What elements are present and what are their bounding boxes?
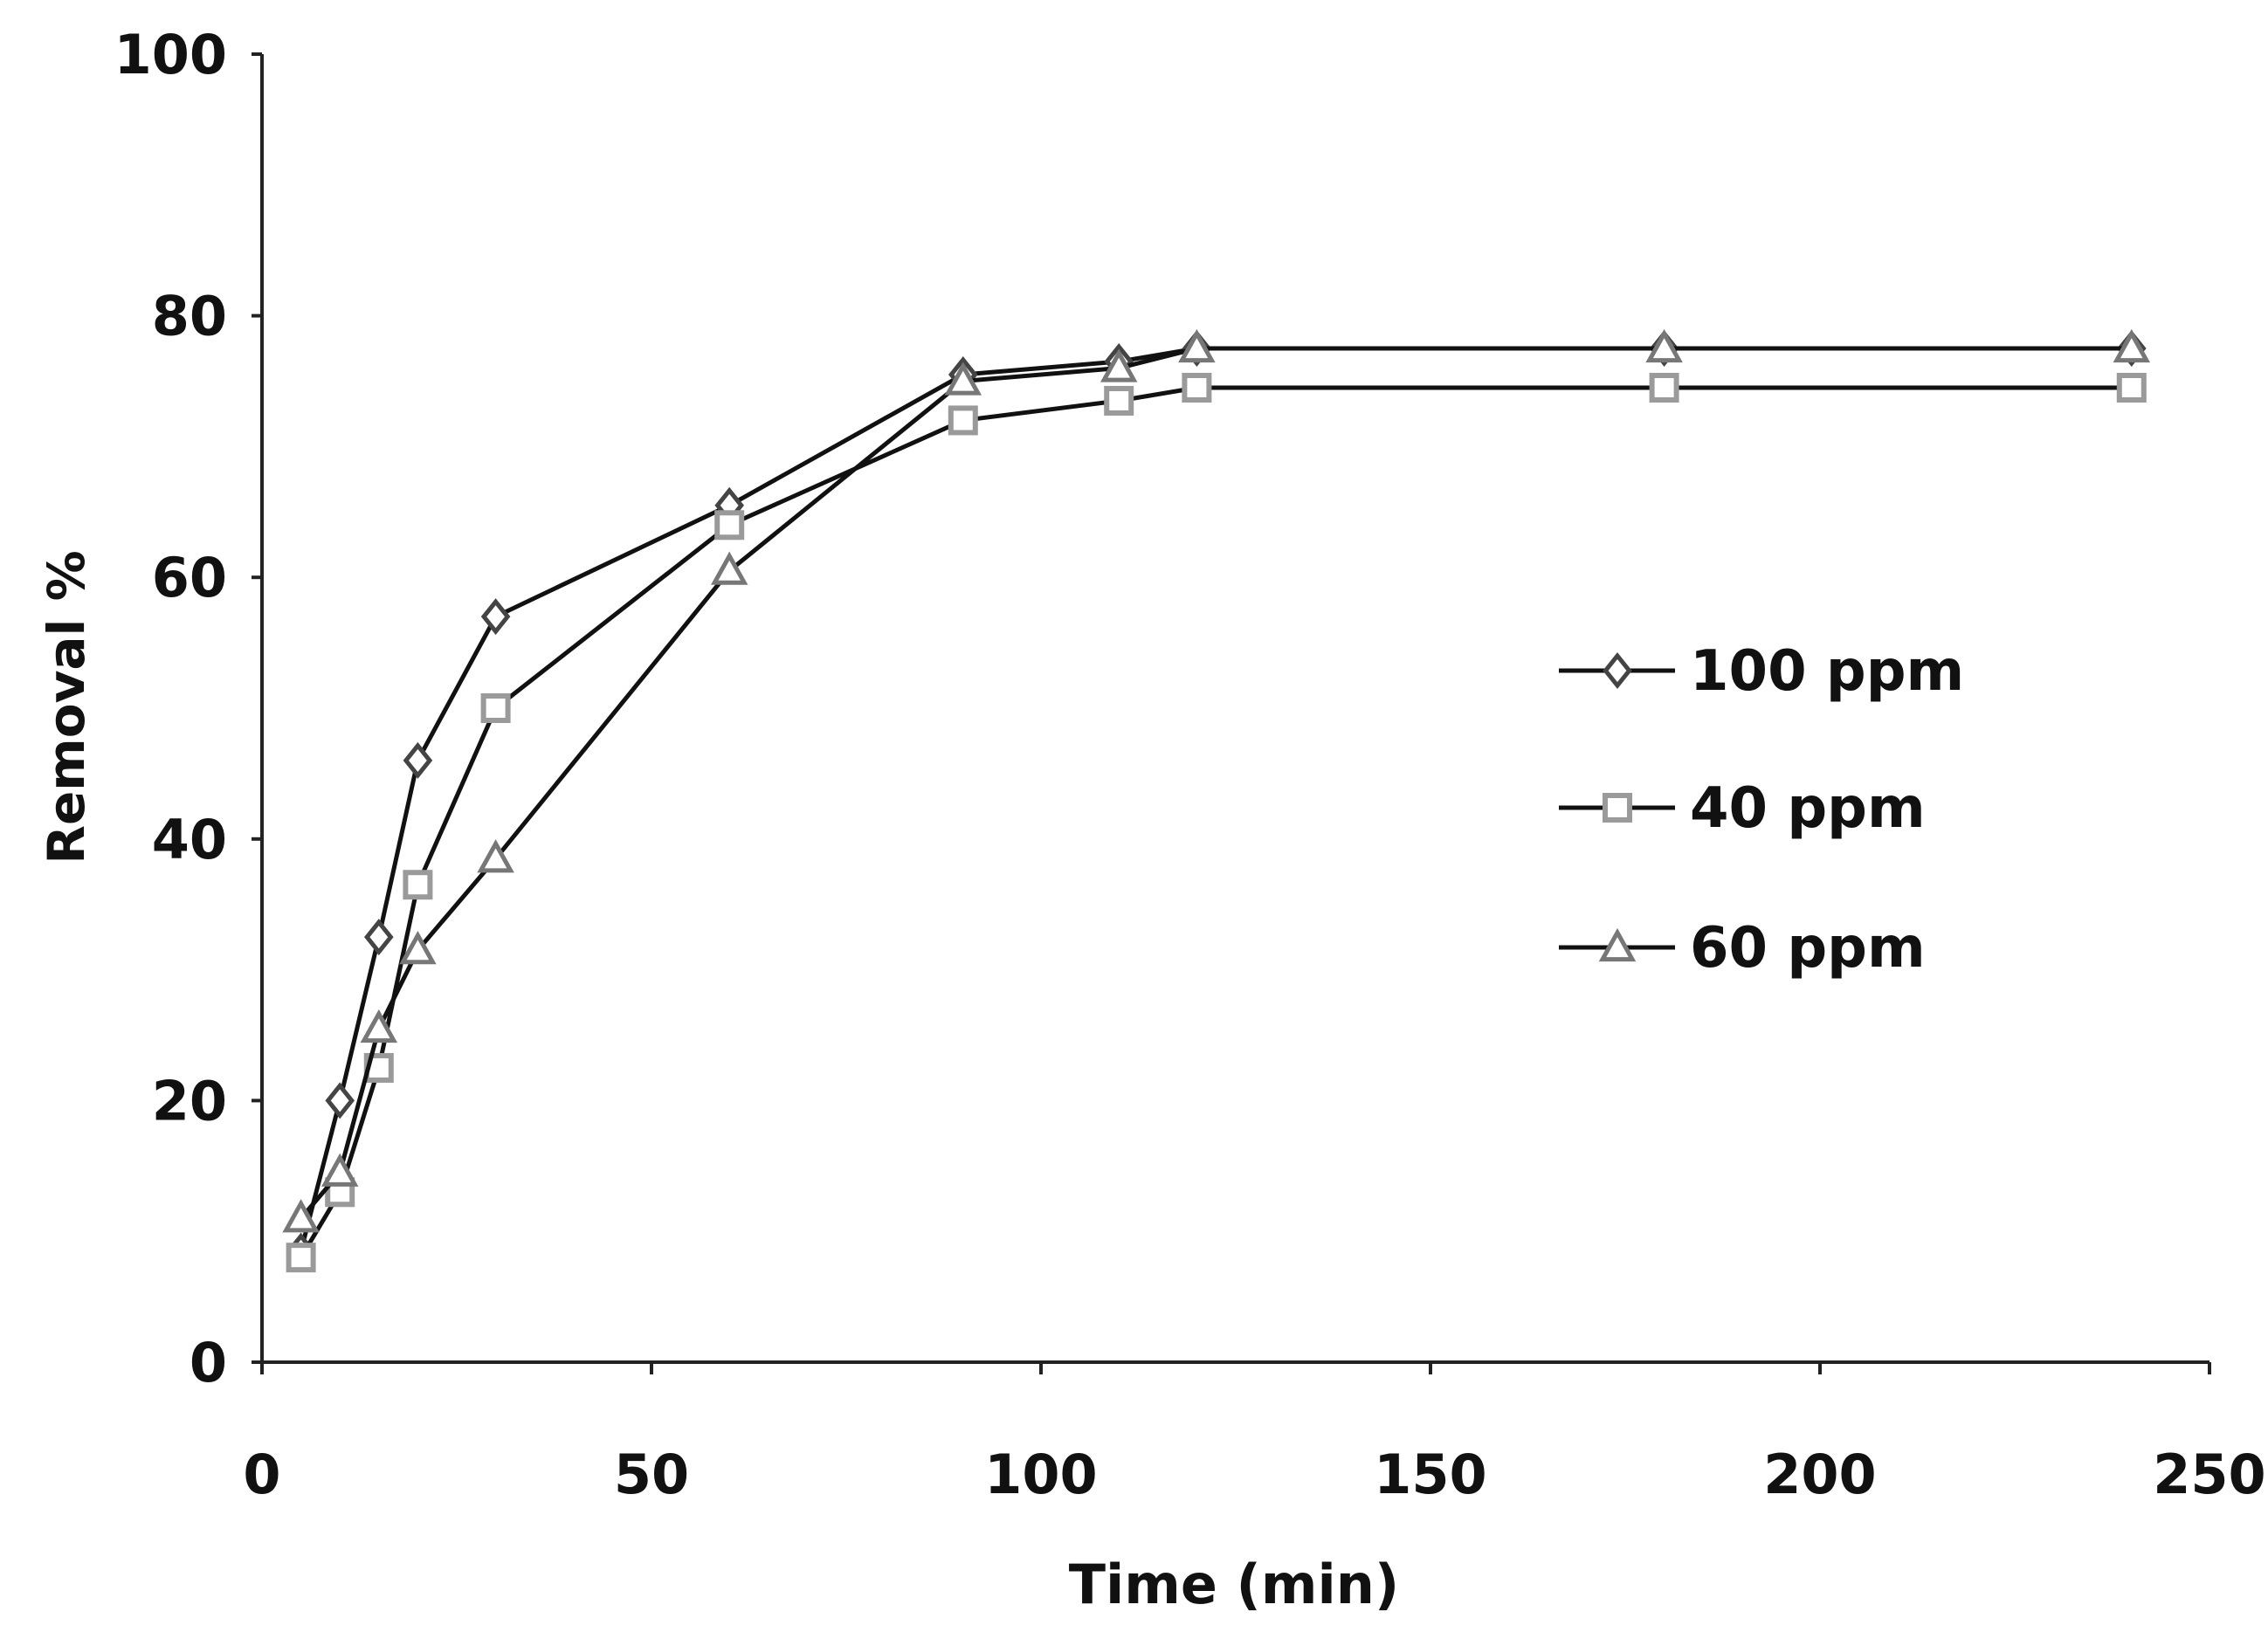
data-point-triangle — [944, 362, 982, 396]
y-ticks: 0 20 40 60 80 100 — [114, 23, 262, 1395]
legend-item: 40 ppm — [1559, 776, 1926, 841]
y-axis-title: Removal % — [37, 550, 96, 864]
data-point-diamond — [480, 598, 511, 636]
axes — [260, 54, 2209, 1364]
data-point-square — [286, 1243, 316, 1273]
data-point-triangle — [1645, 328, 1683, 363]
data-point-square — [403, 870, 433, 900]
y-tick-label: 80 — [152, 285, 227, 348]
data-point-triangle — [282, 1199, 320, 1233]
data-point-triangle — [1100, 348, 1138, 382]
y-tick-label: 100 — [114, 23, 227, 86]
legend-marker-diamond — [1603, 651, 1632, 690]
x-tick-label: 50 — [614, 1443, 689, 1506]
data-point-triangle — [321, 1153, 359, 1187]
series-60-ppm — [282, 328, 2151, 1233]
data-point-triangle — [2113, 328, 2151, 363]
data-point-square — [2116, 372, 2147, 403]
series-layer — [282, 328, 2151, 1273]
data-point-square — [1182, 372, 1212, 403]
series-40-ppm — [286, 372, 2147, 1273]
x-tick-label: 200 — [1763, 1443, 1876, 1506]
x-tick-label: 250 — [2153, 1443, 2265, 1506]
y-tick-label: 60 — [152, 546, 227, 609]
data-point-square — [480, 693, 511, 723]
y-tick-label: 20 — [152, 1069, 227, 1133]
x-tick-label: 0 — [243, 1443, 280, 1506]
y-tick-label: 0 — [190, 1331, 227, 1395]
x-tick-label: 100 — [984, 1443, 1097, 1506]
data-point-square — [1104, 385, 1134, 416]
x-axis-title: Time (min) — [1069, 1553, 1399, 1616]
data-point-diamond — [363, 919, 394, 956]
legend-item: 60 ppm — [1559, 916, 1926, 981]
data-point-square — [714, 510, 745, 541]
data-point-diamond — [325, 1082, 355, 1119]
legend-item: 100 ppm — [1559, 639, 1964, 704]
data-point-triangle — [360, 1009, 398, 1043]
data-point-diamond — [403, 741, 433, 779]
data-point-triangle — [1178, 328, 1216, 363]
data-point-triangle — [710, 551, 748, 585]
y-tick-label: 40 — [152, 808, 227, 871]
data-point-triangle — [399, 930, 437, 965]
legend-label: 100 ppm — [1690, 639, 1964, 704]
data-point-square — [1649, 372, 1679, 403]
x-ticks: 0 50 100 150 200 250 — [243, 1362, 2266, 1506]
x-tick-label: 150 — [1374, 1443, 1486, 1506]
legend-marker-square — [1603, 793, 1632, 823]
legend-label: 40 ppm — [1690, 776, 1926, 841]
legend: 100 ppm 40 ppm 60 ppm — [1559, 639, 1964, 981]
data-point-triangle — [477, 839, 514, 873]
legend-marker-triangle — [1598, 927, 1637, 962]
legend-label: 60 ppm — [1690, 916, 1926, 981]
data-point-square — [948, 405, 978, 436]
